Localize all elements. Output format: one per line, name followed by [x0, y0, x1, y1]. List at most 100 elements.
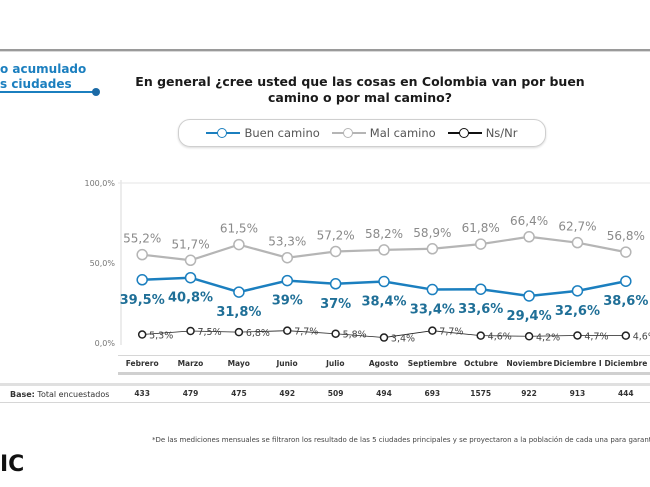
legend-label: Mal camino	[369, 126, 436, 140]
month-header: Junio	[276, 359, 298, 368]
data-point	[571, 285, 584, 297]
month-header: Febrero	[125, 359, 159, 368]
data-label: 39,5%	[120, 293, 165, 308]
data-point	[234, 327, 244, 337]
base-label-bold: Base:	[10, 389, 35, 399]
data-point	[233, 238, 245, 251]
data-label: 40,8%	[168, 291, 213, 306]
data-label: 55,2%	[123, 232, 161, 246]
data-label: 33,4%	[410, 303, 455, 318]
data-point	[620, 246, 632, 258]
data-point	[379, 333, 389, 342]
logo: IC	[0, 452, 25, 477]
month-header: Marzo	[177, 359, 204, 368]
base-value: 509	[327, 389, 344, 398]
data-label: 39%	[272, 294, 303, 309]
data-point	[281, 274, 294, 287]
base-value: 479	[182, 389, 199, 398]
section-label: o acumulado s ciudades	[0, 62, 86, 92]
data-point	[524, 332, 534, 341]
data-point	[523, 231, 535, 243]
month-header-row: Febrero Marzo Mayo Junio Julio Agosto Septiemb…	[118, 355, 650, 375]
month-header: Septiembre	[407, 359, 457, 368]
base-value: 1575	[470, 389, 492, 398]
data-point	[573, 331, 582, 340]
data-label: 38,6%	[603, 294, 648, 309]
line-marker-icon	[331, 127, 366, 139]
data-point	[378, 275, 390, 288]
data-label: 7,7%	[439, 327, 463, 338]
data-point	[476, 331, 485, 340]
base-label: Base: Total encuestados	[0, 390, 118, 399]
data-label: 5,3%	[149, 331, 173, 342]
top-divider-shadow	[0, 51, 650, 52]
data-label: 51,7%	[171, 237, 209, 251]
data-point	[621, 331, 631, 340]
base-value: 492	[279, 389, 296, 398]
data-label: 61,5%	[220, 222, 258, 236]
section-dot-icon	[92, 88, 100, 96]
section-underline	[0, 91, 96, 93]
legend-label: Buen camino	[244, 126, 320, 140]
data-label: 5,8%	[343, 330, 367, 341]
data-label: 56,8%	[607, 229, 645, 243]
data-label: 3,4%	[391, 334, 415, 345]
base-value: 433	[134, 389, 150, 398]
data-label: 4,6%	[633, 332, 650, 343]
data-point	[184, 271, 197, 284]
legend-label: Ns/Nr	[485, 126, 518, 140]
data-point	[329, 278, 342, 290]
data-label: 38,4%	[361, 295, 406, 310]
base-value: 693	[424, 389, 441, 398]
data-point	[136, 274, 148, 286]
month-header: Diciembre	[604, 359, 648, 368]
data-point	[523, 290, 535, 302]
data-label: 7,7%	[294, 327, 318, 338]
chart-title: En general ¿cree usted que las cosas en …	[135, 74, 585, 105]
data-point	[620, 275, 632, 287]
y-tick-label: 50,0%	[90, 259, 116, 268]
base-values: 433 479 475 492 509 494 693 1575 922 913 444	[118, 386, 650, 402]
data-point	[184, 254, 197, 267]
base-value: 913	[569, 389, 586, 398]
data-label: 58,2%	[365, 227, 403, 241]
line-marker-icon	[447, 127, 482, 139]
month-header: Mayo	[227, 359, 250, 368]
y-tick-label: 100,0%	[84, 179, 115, 188]
data-point	[329, 245, 342, 258]
base-value: 494	[376, 389, 392, 398]
section-label-line1: o acumulado	[0, 62, 87, 76]
month-header: Diciembre I	[553, 359, 602, 368]
data-point	[428, 326, 437, 335]
data-label: 31,8%	[216, 305, 261, 320]
data-point	[186, 326, 195, 336]
chart-legend: Buen camino Mal camino Ns/Nr	[178, 119, 546, 147]
data-label: 57,2%	[317, 228, 355, 242]
data-label: 53,3%	[268, 235, 306, 249]
line-marker-icon	[206, 127, 241, 139]
data-label: 32,6%	[555, 304, 600, 319]
base-row: Base: Total encuestados 433 479 475 492 509 4…	[0, 383, 650, 403]
data-label: 62,7%	[558, 220, 596, 234]
section-label-line2: s ciudades	[0, 77, 72, 91]
data-point	[571, 236, 584, 249]
data-label: 33,6%	[458, 302, 503, 317]
month-header: Noviembre	[506, 359, 553, 368]
month-header: Agosto	[368, 359, 399, 368]
data-point	[233, 286, 245, 298]
data-label: 4,6%	[488, 332, 512, 343]
month-header: Octubre	[464, 359, 498, 368]
base-value: 475	[231, 389, 247, 398]
legend-item-mal-camino: Mal camino	[331, 126, 436, 140]
data-label: 29,4%	[507, 309, 552, 324]
data-label: 58,9%	[413, 226, 451, 240]
data-point	[331, 329, 340, 338]
legend-item-buen-camino: Buen camino	[206, 126, 320, 140]
top-divider	[0, 49, 650, 51]
month-header: Julio	[326, 359, 345, 368]
base-value: 444	[617, 389, 634, 398]
data-point	[426, 283, 439, 296]
data-point	[426, 243, 439, 255]
data-point	[474, 238, 487, 250]
legend-item-ns-nr: Ns/Nr	[447, 126, 518, 140]
